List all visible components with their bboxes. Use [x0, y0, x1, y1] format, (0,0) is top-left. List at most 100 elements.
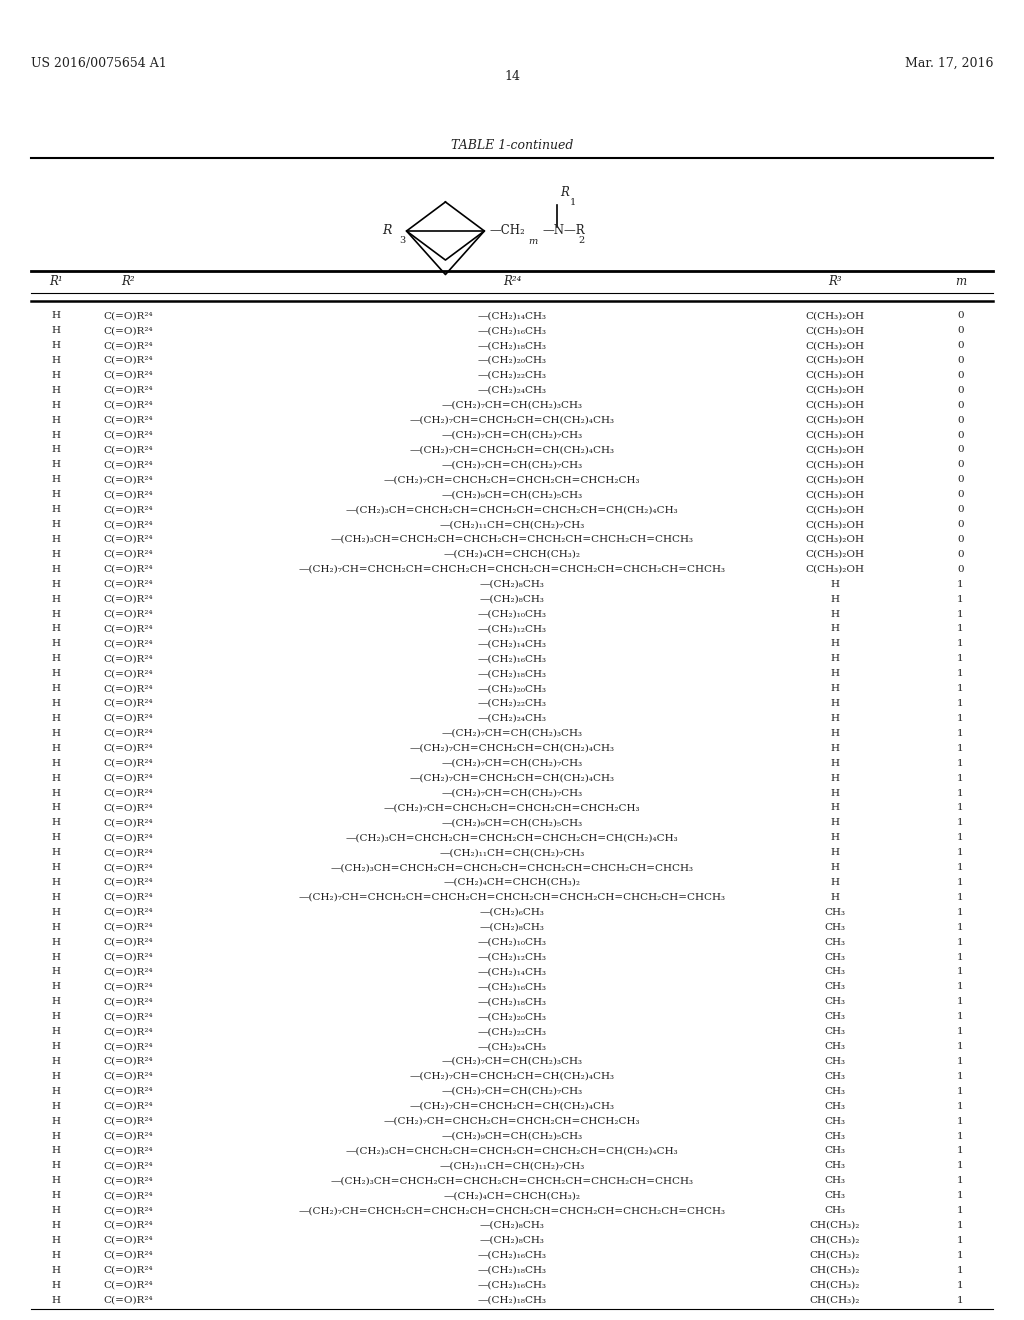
Text: CH₃: CH₃: [824, 953, 845, 961]
Text: C(CH₃)₂OH: C(CH₃)₂OH: [805, 550, 864, 558]
Text: H: H: [52, 892, 60, 902]
Text: H: H: [52, 535, 60, 544]
Text: C(=O)R²⁴: C(=O)R²⁴: [103, 1102, 153, 1110]
Text: CH₃: CH₃: [824, 1147, 845, 1155]
Text: C(=O)R²⁴: C(=O)R²⁴: [103, 982, 153, 991]
Text: 1: 1: [569, 198, 575, 207]
Text: H: H: [830, 878, 839, 887]
Text: 0: 0: [957, 341, 964, 350]
Text: H: H: [52, 341, 60, 350]
Text: —(CH₂)₈CH₃: —(CH₂)₈CH₃: [479, 1236, 545, 1245]
Text: 1: 1: [957, 1057, 964, 1067]
Text: 1: 1: [957, 1012, 964, 1022]
Text: H: H: [830, 639, 839, 648]
Text: US 2016/0075654 A1: US 2016/0075654 A1: [31, 57, 167, 70]
Text: C(=O)R²⁴: C(=O)R²⁴: [103, 1012, 153, 1022]
Text: H: H: [52, 1162, 60, 1171]
Text: H: H: [52, 430, 60, 440]
Text: C(=O)R²⁴: C(=O)R²⁴: [103, 506, 153, 515]
Text: —(CH₂)₇CH=CHCH₂CH=CH(CH₂)₄CH₃: —(CH₂)₇CH=CHCH₂CH=CH(CH₂)₄CH₃: [410, 774, 614, 783]
Text: 1: 1: [957, 684, 964, 693]
Text: C(=O)R²⁴: C(=O)R²⁴: [103, 1266, 153, 1275]
Text: —N—R: —N—R: [543, 224, 586, 238]
Text: CH₃: CH₃: [824, 998, 845, 1006]
Text: CH₃: CH₃: [824, 1117, 845, 1126]
Text: C(=O)R²⁴: C(=O)R²⁴: [103, 1221, 153, 1230]
Text: CH(CH₃)₂: CH(CH₃)₂: [809, 1251, 860, 1259]
Text: C(=O)R²⁴: C(=O)R²⁴: [103, 535, 153, 544]
Text: 1: 1: [957, 1041, 964, 1051]
Text: —(CH₂)₇CH=CH(CH₂)₇CH₃: —(CH₂)₇CH=CH(CH₂)₇CH₃: [441, 759, 583, 768]
Text: H: H: [52, 1117, 60, 1126]
Text: H: H: [52, 1057, 60, 1067]
Text: H: H: [830, 579, 839, 589]
Text: H: H: [52, 1236, 60, 1245]
Text: H: H: [52, 624, 60, 634]
Text: C(=O)R²⁴: C(=O)R²⁴: [103, 818, 153, 828]
Text: C(=O)R²⁴: C(=O)R²⁴: [103, 1086, 153, 1096]
Text: C(=O)R²⁴: C(=O)R²⁴: [103, 1057, 153, 1067]
Text: 0: 0: [957, 401, 964, 409]
Text: CH₃: CH₃: [824, 982, 845, 991]
Text: 1: 1: [957, 743, 964, 752]
Text: H: H: [52, 416, 60, 425]
Text: H: H: [52, 610, 60, 619]
Text: 1: 1: [957, 1117, 964, 1126]
Text: —(CH₂)₁₀CH₃: —(CH₂)₁₀CH₃: [477, 610, 547, 619]
Text: H: H: [52, 833, 60, 842]
Text: CH₃: CH₃: [824, 1027, 845, 1036]
Text: —(CH₂)₇CH=CHCH₂CH=CHCH₂CH=CHCH₂CH₃: —(CH₂)₇CH=CHCH₂CH=CHCH₂CH=CHCH₂CH₃: [384, 475, 640, 484]
Text: C(=O)R²⁴: C(=O)R²⁴: [103, 520, 153, 529]
Text: —(CH₂)₁₁CH=CH(CH₂)₇CH₃: —(CH₂)₁₁CH=CH(CH₂)₇CH₃: [439, 1162, 585, 1171]
Text: H: H: [830, 818, 839, 828]
Text: H: H: [52, 1176, 60, 1185]
Text: CH₃: CH₃: [824, 968, 845, 977]
Text: 0: 0: [957, 475, 964, 484]
Text: —(CH₂)₂₀CH₃: —(CH₂)₂₀CH₃: [477, 356, 547, 366]
Text: —(CH₂)₄CH=CHCH(CH₃)₂: —(CH₂)₄CH=CHCH(CH₃)₂: [443, 1191, 581, 1200]
Text: C(CH₃)₂OH: C(CH₃)₂OH: [805, 445, 864, 454]
Text: —(CH₂)₁₂CH₃: —(CH₂)₁₂CH₃: [477, 953, 547, 961]
Text: —(CH₂)₈CH₃: —(CH₂)₈CH₃: [479, 1221, 545, 1230]
Text: 0: 0: [957, 371, 964, 380]
Text: C(=O)R²⁴: C(=O)R²⁴: [103, 1131, 153, 1140]
Text: 1: 1: [957, 1131, 964, 1140]
Text: —(CH₂)₇CH=CHCH₂CH=CHCH₂CH=CHCH₂CH=CHCH₂CH=CHCH₂CH=CHCH₃: —(CH₂)₇CH=CHCH₂CH=CHCH₂CH=CHCH₂CH=CHCH₂C…: [299, 892, 725, 902]
Text: 1: 1: [957, 968, 964, 977]
Text: 0: 0: [957, 550, 964, 558]
Text: 0: 0: [957, 312, 964, 321]
Text: H: H: [52, 714, 60, 723]
Text: H: H: [830, 700, 839, 708]
Text: —(CH₂)₂₀CH₃: —(CH₂)₂₀CH₃: [477, 684, 547, 693]
Text: H: H: [52, 998, 60, 1006]
Text: R³: R³: [827, 276, 842, 288]
Text: 1: 1: [957, 579, 964, 589]
Text: 1: 1: [957, 863, 964, 873]
Text: TABLE 1-continued: TABLE 1-continued: [451, 139, 573, 152]
Text: —(CH₂)₂₂CH₃: —(CH₂)₂₂CH₃: [477, 700, 547, 708]
Text: 0: 0: [957, 520, 964, 529]
Text: H: H: [52, 878, 60, 887]
Text: C(=O)R²⁴: C(=O)R²⁴: [103, 1027, 153, 1036]
Text: —(CH₂)₁₈CH₃: —(CH₂)₁₈CH₃: [477, 1296, 547, 1304]
Text: 1: 1: [957, 759, 964, 768]
Text: C(=O)R²⁴: C(=O)R²⁴: [103, 655, 153, 663]
Text: C(=O)R²⁴: C(=O)R²⁴: [103, 833, 153, 842]
Text: H: H: [52, 700, 60, 708]
Text: —(CH₂)₇CH=CHCH₂CH=CH(CH₂)₄CH₃: —(CH₂)₇CH=CHCH₂CH=CH(CH₂)₄CH₃: [410, 445, 614, 454]
Text: CH₃: CH₃: [824, 1072, 845, 1081]
Text: C(=O)R²⁴: C(=O)R²⁴: [103, 1296, 153, 1304]
Text: C(=O)R²⁴: C(=O)R²⁴: [103, 729, 153, 738]
Text: —(CH₂)₇CH=CHCH₂CH=CHCH₂CH=CHCH₂CH₃: —(CH₂)₇CH=CHCH₂CH=CHCH₂CH=CHCH₂CH₃: [384, 804, 640, 812]
Text: 1: 1: [957, 1162, 964, 1171]
Text: C(=O)R²⁴: C(=O)R²⁴: [103, 461, 153, 470]
Text: 0: 0: [957, 356, 964, 366]
Text: H: H: [830, 743, 839, 752]
Text: —(CH₂)₇CH=CH(CH₂)₃CH₃: —(CH₂)₇CH=CH(CH₂)₃CH₃: [441, 1057, 583, 1067]
Text: C(CH₃)₂OH: C(CH₃)₂OH: [805, 326, 864, 335]
Text: H: H: [52, 1012, 60, 1022]
Text: —(CH₂)₁₄CH₃: —(CH₂)₁₄CH₃: [477, 968, 547, 977]
Text: 1: 1: [957, 1266, 964, 1275]
Text: 2: 2: [579, 236, 585, 244]
Text: H: H: [52, 968, 60, 977]
